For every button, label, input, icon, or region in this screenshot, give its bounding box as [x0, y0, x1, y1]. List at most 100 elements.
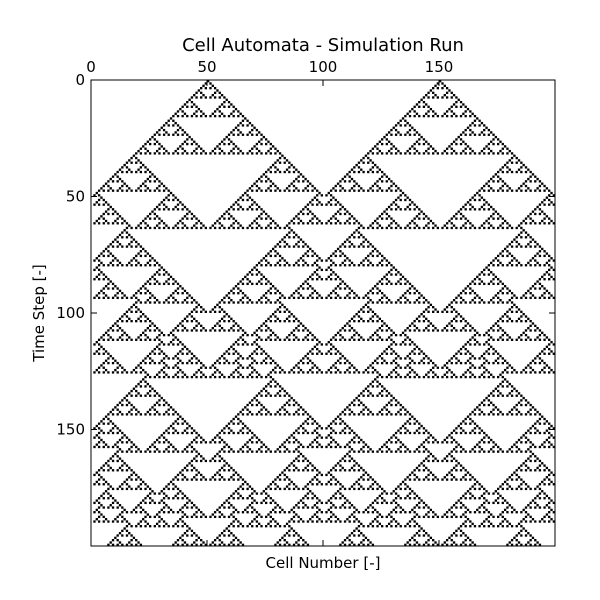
cell-alive	[536, 326, 539, 330]
cell-alive	[174, 420, 177, 423]
cell-alive	[513, 387, 516, 390]
cell-alive	[186, 464, 189, 467]
cell-alive	[531, 518, 535, 521]
cell-alive	[425, 438, 428, 442]
cell-alive	[371, 222, 375, 225]
cell-alive	[193, 224, 196, 227]
cell-alive	[425, 317, 428, 320]
cell-alive	[276, 252, 279, 255]
cell-alive	[237, 366, 240, 369]
cell-alive	[513, 294, 516, 297]
cell-alive	[93, 445, 96, 449]
cell-alive	[390, 329, 393, 332]
cell-alive	[471, 289, 474, 293]
cell-alive	[107, 203, 110, 206]
cell-alive	[320, 259, 323, 262]
cell-alive	[506, 170, 509, 174]
cell-alive	[306, 254, 310, 258]
cell-alive	[165, 522, 168, 526]
cell-alive	[255, 189, 259, 192]
cell-alive	[371, 301, 375, 304]
cell-alive	[508, 252, 511, 255]
cell-alive	[144, 338, 147, 341]
cell-alive	[327, 518, 330, 521]
cell-alive	[128, 261, 131, 265]
cell-alive	[265, 212, 268, 216]
cell-alive	[501, 361, 504, 365]
cell-alive	[425, 299, 428, 302]
cell-alive	[237, 343, 240, 346]
cell-alive	[515, 441, 518, 444]
cell-alive	[130, 408, 133, 411]
cell-alive	[487, 217, 491, 220]
cell-alive	[285, 308, 289, 311]
cell-alive	[158, 301, 161, 304]
cell-alive	[346, 518, 349, 521]
cell-alive	[487, 147, 491, 150]
cell-alive	[497, 170, 500, 174]
cell-alive	[357, 310, 361, 313]
cell-alive	[190, 319, 194, 323]
cell-alive	[218, 105, 221, 108]
cell-alive	[543, 366, 546, 369]
cell-alive	[121, 245, 124, 248]
cell-alive	[541, 359, 544, 362]
cell-alive	[334, 478, 337, 481]
cell-alive	[371, 264, 375, 267]
cell-alive	[176, 124, 180, 127]
cell-alive	[220, 476, 224, 479]
cell-alive	[399, 408, 402, 411]
cell-alive	[341, 354, 344, 358]
cell-alive	[469, 417, 472, 421]
cell-alive	[146, 215, 149, 218]
cell-alive	[404, 422, 407, 425]
cell-alive	[176, 287, 180, 290]
cell-alive	[459, 152, 463, 155]
cell-alive	[255, 441, 259, 444]
cell-alive	[490, 187, 493, 190]
cell-alive	[165, 504, 168, 507]
cell-alive	[413, 417, 416, 421]
cell-alive	[162, 273, 166, 276]
cell-alive	[237, 338, 240, 341]
cell-alive	[111, 245, 115, 248]
cell-alive	[313, 271, 317, 274]
cell-alive	[515, 245, 518, 248]
cell-alive	[385, 389, 388, 393]
cell-alive	[529, 296, 532, 300]
cell-alive	[383, 173, 386, 176]
cell-alive	[408, 511, 412, 514]
cell-alive	[543, 520, 546, 523]
cell-alive	[269, 357, 272, 360]
cell-alive	[267, 215, 270, 218]
cell-alive	[392, 266, 395, 269]
cell-alive	[487, 208, 491, 211]
cell-alive	[179, 322, 182, 325]
cell-alive	[181, 152, 184, 155]
cell-alive	[524, 264, 528, 267]
cell-alive	[253, 350, 256, 353]
cell-alive	[274, 189, 277, 192]
cell-alive	[362, 189, 365, 192]
cell-alive	[339, 357, 342, 360]
cell-alive	[283, 264, 286, 267]
cell-alive	[123, 182, 126, 185]
cell-alive	[406, 280, 409, 283]
cell-alive	[387, 205, 391, 209]
cell-alive	[313, 261, 317, 265]
cell-alive	[251, 441, 254, 444]
cell-alive	[520, 184, 523, 188]
cell-alive	[515, 236, 518, 239]
cell-alive	[276, 485, 279, 488]
cell-alive	[334, 422, 337, 425]
cell-alive	[144, 515, 147, 519]
cell-alive	[260, 208, 263, 211]
cell-alive	[501, 254, 504, 258]
cell-alive	[95, 480, 98, 484]
cell-alive	[169, 191, 173, 195]
cell-alive	[353, 245, 356, 248]
cell-alive	[297, 515, 300, 519]
cell-alive	[125, 483, 129, 486]
cell-alive	[225, 135, 228, 139]
cell-alive	[432, 478, 435, 481]
